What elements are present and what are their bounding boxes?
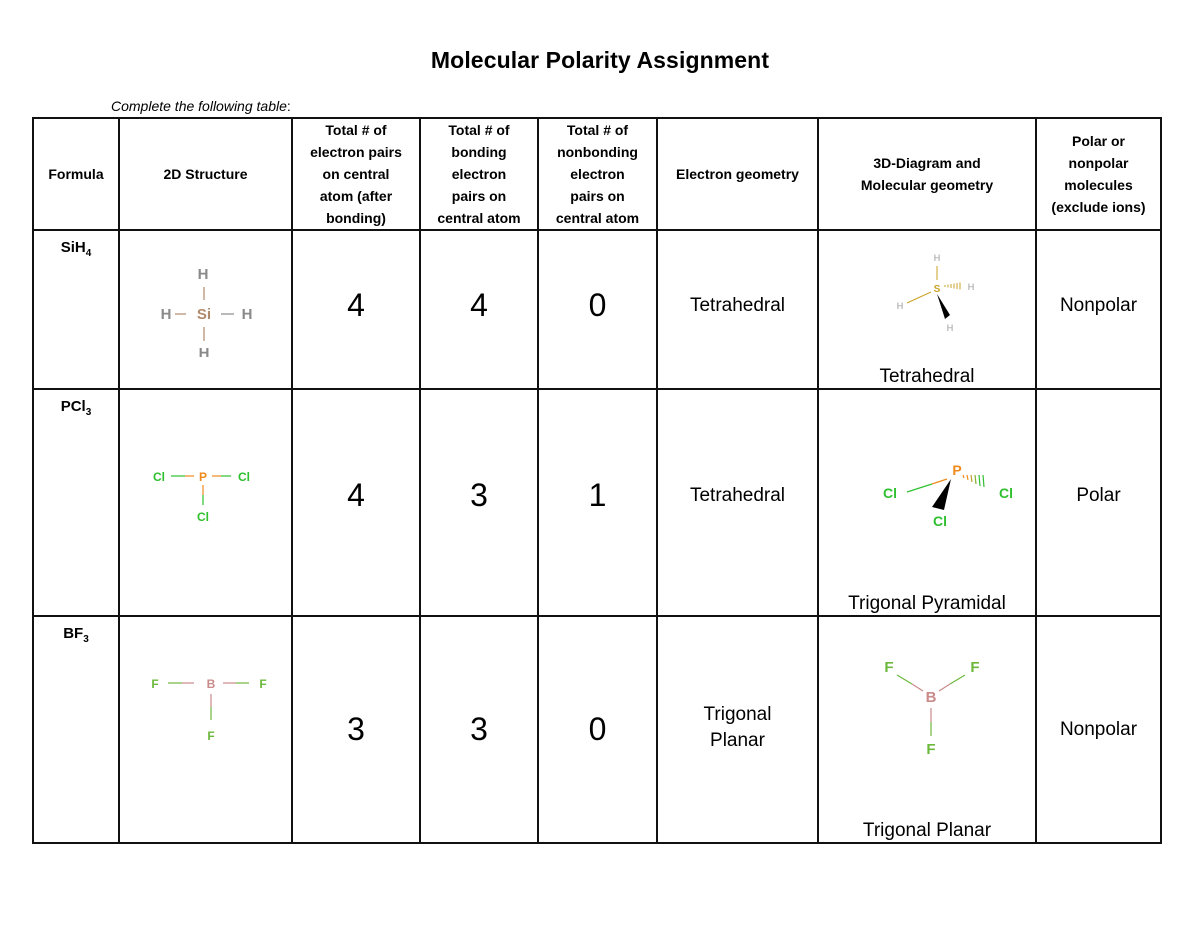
bf3-3d-diagram: F F B F <box>884 659 979 758</box>
total-pairs-value: 3 <box>291 615 421 844</box>
pcl3-3d-diagram: P Cl Cl Cl <box>883 462 1013 529</box>
svg-text:H: H <box>197 266 208 283</box>
electron-geometry-value: Trigonal Planar <box>656 615 819 844</box>
svg-text:F: F <box>926 741 935 758</box>
svg-text:H: H <box>241 306 252 323</box>
header-electron-geometry: Electron geometry <box>656 117 819 231</box>
svg-text:Si: Si <box>196 306 210 323</box>
table-row: SiH4 H H Si H H 4 4 0 Tetrahedral <box>32 229 1162 390</box>
svg-text:Cl: Cl <box>238 470 250 484</box>
svg-text:F: F <box>151 677 158 691</box>
structure-2d-cell: H H Si H H <box>118 229 293 390</box>
total-pairs-value: 4 <box>291 229 421 390</box>
structure-2d-cell: F B F F <box>118 615 293 844</box>
formula-cell: BF3 <box>32 615 120 844</box>
svg-text:H: H <box>947 323 954 333</box>
header-bonding-pairs: Total # of bonding electron pairs on central… <box>419 117 539 231</box>
polarity-value: Nonpolar <box>1035 229 1162 390</box>
svg-text:P: P <box>952 462 961 478</box>
electron-geometry-value: Tetrahedral <box>656 388 819 617</box>
header-total-pairs: Total # of electron pairs on central atom (… <box>291 117 421 231</box>
diagram-3d-cell: H S H H H Tetrahedral <box>817 229 1037 390</box>
svg-text:Cl: Cl <box>883 485 897 501</box>
svg-text:B: B <box>206 677 215 691</box>
diagram-3d-cell: P Cl Cl Cl Trig <box>817 388 1037 617</box>
header-formula: Formula <box>32 117 120 231</box>
svg-text:F: F <box>259 677 266 691</box>
header-row: Formula 2D Structure Total # of electron … <box>32 117 1162 231</box>
svg-text:H: H <box>897 301 904 311</box>
table-row: BF3 F B F F 3 3 0 Trigonal Pla <box>32 615 1162 844</box>
pcl3-2d-structure: Cl P Cl Cl <box>153 470 250 524</box>
nonbonding-pairs-value: 0 <box>537 615 658 844</box>
svg-text:H: H <box>198 345 209 357</box>
svg-text:Cl: Cl <box>197 510 209 524</box>
bf3-2d-structure: F B F F <box>151 677 266 743</box>
polarity-value: Nonpolar <box>1035 615 1162 844</box>
polarity-value: Polar <box>1035 388 1162 617</box>
nonbonding-pairs-value: 1 <box>537 388 658 617</box>
diagram-3d-cell: F F B F Trigonal Planar <box>817 615 1037 844</box>
svg-text:H: H <box>968 282 975 292</box>
svg-text:B: B <box>926 689 937 706</box>
svg-text:F: F <box>970 659 979 676</box>
header-2d-structure: 2D Structure <box>118 117 293 231</box>
bonding-pairs-value: 4 <box>419 229 539 390</box>
bonding-pairs-value: 3 <box>419 615 539 844</box>
formula-cell: PCl3 <box>32 388 120 617</box>
structure-2d-cell: Cl P Cl Cl <box>118 388 293 617</box>
electron-geometry-value: Tetrahedral <box>656 229 819 390</box>
molecular-geometry-label: Trigonal Planar <box>862 820 992 841</box>
formula-cell: SiH4 <box>32 229 120 390</box>
svg-text:F: F <box>207 729 214 743</box>
total-pairs-value: 4 <box>291 388 421 617</box>
header-3d-diagram: 3D-Diagram and Molecular geometry <box>817 117 1037 231</box>
page-title: Molecular Polarity Assignment <box>430 47 770 73</box>
svg-text:S: S <box>934 284 941 295</box>
svg-text:P: P <box>198 470 206 484</box>
header-polarity: Polar or nonpolar molecules (exclude ions) <box>1035 117 1162 231</box>
molecular-geometry-label: Tetrahedral <box>879 366 975 387</box>
svg-text:Cl: Cl <box>933 513 947 529</box>
svg-text:F: F <box>884 659 893 676</box>
sih4-2d-structure: H H Si H H <box>160 266 252 362</box>
table-row: PCl3 Cl P Cl Cl 4 3 1 Tetrahedral <box>32 388 1162 617</box>
nonbonding-pairs-value: 0 <box>537 229 658 390</box>
molecular-geometry-label: Trigonal Pyramidal <box>848 593 1006 614</box>
sih4-3d-diagram: H S H H H <box>897 253 975 333</box>
svg-text:Cl: Cl <box>999 485 1013 501</box>
bonding-pairs-value: 3 <box>419 388 539 617</box>
header-nonbonding-pairs: Total # of nonbonding electron pairs on cent… <box>537 117 658 231</box>
polarity-table: Formula 2D Structure Total # of electron … <box>32 117 1162 844</box>
instruction-label: Complete the following table <box>111 98 287 114</box>
svg-text:H: H <box>160 306 171 323</box>
instruction-colon: : <box>286 98 291 114</box>
svg-text:Cl: Cl <box>153 470 165 484</box>
svg-text:H: H <box>934 253 941 263</box>
instruction-text: Complete the following table: <box>111 98 291 114</box>
